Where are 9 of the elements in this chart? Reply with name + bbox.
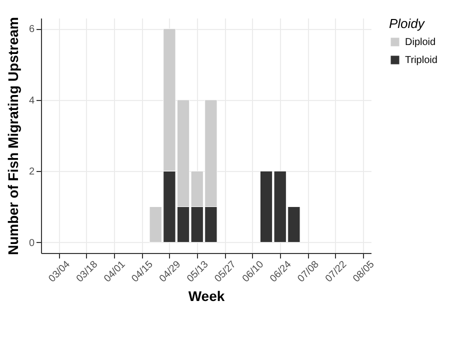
y-tick-label: 2 — [28, 166, 35, 178]
legend-label: Diploid — [405, 37, 436, 48]
legend-title: Ploidy — [389, 16, 426, 31]
y-axis-title: Number of Fish Migrating Upstream — [4, 16, 21, 256]
x-axis-title: Week — [188, 288, 225, 304]
y-tick-label: 4 — [28, 95, 35, 106]
y-tick-label: 0 — [28, 238, 35, 249]
legend-label: Triploid — [405, 55, 438, 66]
y-tick-label: 6 — [28, 24, 35, 36]
